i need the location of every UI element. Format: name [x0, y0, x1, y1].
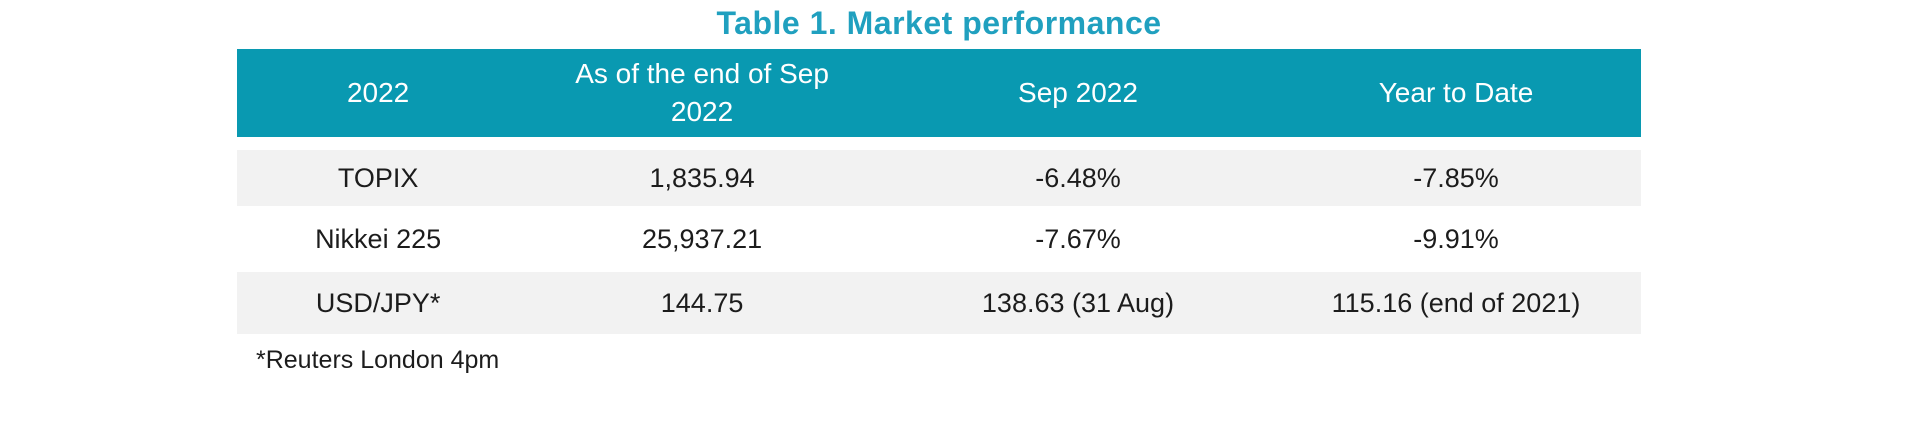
cell-value: 115.16 (end of 2021) — [1331, 287, 1581, 318]
header-cell-sep-2022: Sep 2022 — [885, 49, 1271, 137]
footnote: *Reuters London 4pm — [256, 346, 500, 374]
row-label: USD/JPY* — [315, 287, 441, 318]
header-cell-year: 2022 — [237, 49, 519, 137]
table-header-row: 2022 As of the end of Sep 2022 Sep 2022 … — [237, 49, 1641, 137]
header-cell-year-to-date: Year to Date — [1271, 49, 1641, 137]
table-row-usd-jpy: USD/JPY* 144.75 138.63 (31 Aug) 115.16 (… — [237, 272, 1641, 334]
cell-value: -7.67% — [1035, 223, 1121, 254]
table-row-topix: TOPIX 1,835.94 -6.48% -7.85% — [237, 150, 1641, 206]
cell-value: 1,835.94 — [649, 162, 755, 193]
header-cell-end-of-sep: As of the end of Sep 2022 — [519, 49, 885, 137]
row-label: Nikkei 225 — [315, 223, 442, 254]
header-label: Year to Date — [1378, 77, 1534, 108]
header-label: As of the end of Sep 2022 — [575, 58, 829, 127]
cell-value: 138.63 (31 Aug) — [981, 287, 1175, 318]
table-row-nikkei-225: Nikkei 225 25,937.21 -7.67% -9.91% — [237, 210, 1641, 268]
market-performance-table: 2022 As of the end of Sep 2022 Sep 2022 … — [237, 49, 1641, 334]
cell-value: -7.85% — [1413, 162, 1499, 193]
header-label: Sep 2022 — [1018, 77, 1138, 108]
header-label: 2022 — [346, 77, 410, 108]
row-label: TOPIX — [337, 162, 419, 193]
cell-value: 25,937.21 — [642, 223, 763, 254]
cell-value: 144.75 — [660, 287, 744, 318]
table-title: Table 1. Market performance — [716, 5, 1162, 41]
cell-value: -6.48% — [1035, 162, 1121, 193]
cell-value: -9.91% — [1413, 223, 1499, 254]
